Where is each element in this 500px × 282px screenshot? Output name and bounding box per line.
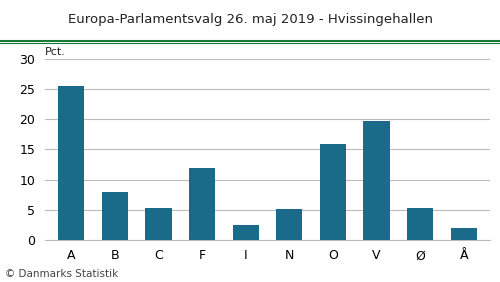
Bar [232,225,259,240]
Text: Pct.: Pct. [45,47,66,58]
Bar [189,168,215,240]
Bar [58,86,84,240]
Bar [450,228,477,240]
Bar [146,208,172,240]
Text: © Danmarks Statistik: © Danmarks Statistik [5,269,118,279]
Bar [276,209,302,240]
Text: Europa-Parlamentsvalg 26. maj 2019 - Hvissingehallen: Europa-Parlamentsvalg 26. maj 2019 - Hvi… [68,13,432,26]
Bar [102,192,128,240]
Bar [364,121,390,240]
Bar [407,208,434,240]
Bar [320,144,346,240]
